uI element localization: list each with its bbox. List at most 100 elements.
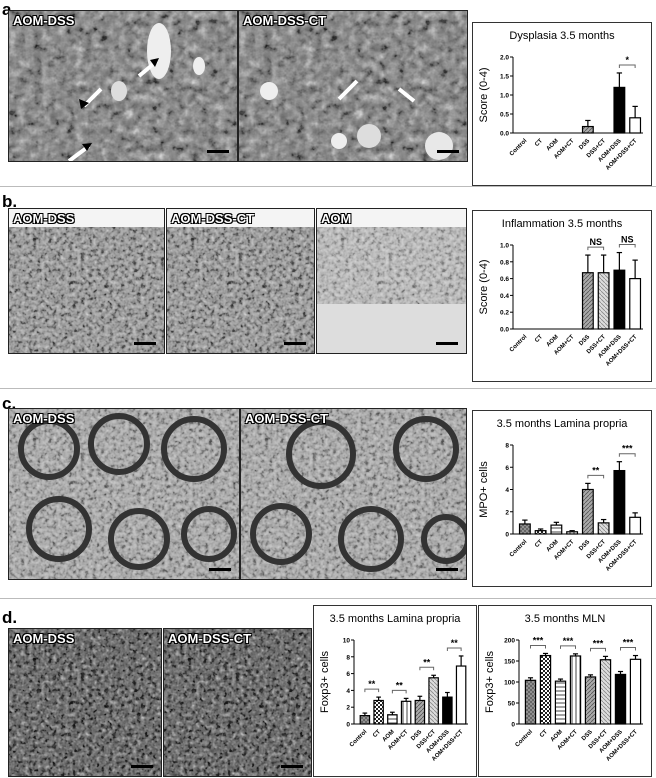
x-tick-label: DSS xyxy=(578,334,591,347)
significance-label: ** xyxy=(451,638,459,648)
y-tick-label: 0 xyxy=(511,722,515,729)
divider xyxy=(0,388,656,389)
bar xyxy=(581,125,594,134)
significance-bracket xyxy=(618,453,636,457)
scale-bar xyxy=(281,765,303,768)
x-tick-label: Control xyxy=(349,729,369,749)
bar xyxy=(629,516,642,535)
bar xyxy=(428,677,439,725)
y-tick-label: 0.2 xyxy=(500,310,509,317)
y-axis-label: Score (0-4) xyxy=(478,67,490,122)
panel-label-b: b. xyxy=(2,192,18,211)
significance-bracket xyxy=(618,64,636,68)
histology-image-a-aom-dss-ct: AOM-DSS-CT xyxy=(238,10,468,162)
y-tick-label: 1.5 xyxy=(500,74,509,81)
bar xyxy=(455,665,467,725)
bar xyxy=(387,714,398,725)
bar xyxy=(373,699,384,725)
divider xyxy=(0,598,656,599)
x-tick-label: CT xyxy=(372,729,382,739)
x-tick-label: Control xyxy=(509,334,529,354)
chart-foxp3-lamina-propria: 3.5 months Lamina propria Foxp3+ cells 0 2 4… xyxy=(313,605,477,777)
histology-image-b-aom: AOM xyxy=(316,208,467,354)
y-tick-label: 100 xyxy=(504,680,515,687)
x-tick-label: DSS xyxy=(578,539,591,552)
y-axis-label: Foxp3+ cells xyxy=(319,650,331,713)
image-label: AOM-DSS xyxy=(13,631,75,646)
panel-label-d: d. xyxy=(2,608,18,627)
x-tick-label: CT xyxy=(534,539,544,549)
bar xyxy=(629,117,642,134)
histology-image-a-aom-dss: AOM-DSS xyxy=(8,10,238,162)
significance-label: ** xyxy=(592,465,600,475)
significance-label: *** xyxy=(533,635,544,645)
x-tick-label: CT xyxy=(534,138,544,148)
y-tick-label: 0 xyxy=(505,532,509,539)
bar xyxy=(569,655,582,725)
scale-bar xyxy=(131,765,153,768)
y-axis-label: MPO+ cells xyxy=(478,461,490,518)
significance-label: *** xyxy=(563,636,574,646)
scale-bar xyxy=(207,150,229,153)
y-tick-label: 0.0 xyxy=(500,131,509,138)
histology-image-d-aom-dss: AOM-DSS xyxy=(8,628,162,777)
y-tick-label: 4 xyxy=(346,688,350,695)
bar xyxy=(613,469,626,535)
significance-bracket xyxy=(560,645,576,649)
y-tick-label: 8 xyxy=(505,443,509,450)
significance-bracket xyxy=(446,647,462,651)
significance-label: *** xyxy=(622,444,633,454)
significance-label: NS xyxy=(589,237,602,247)
bar xyxy=(414,699,426,725)
bar xyxy=(581,488,594,535)
x-tick-label: Control xyxy=(515,729,535,749)
significance-bracket xyxy=(587,474,605,479)
scale-bar xyxy=(437,150,459,153)
bar xyxy=(597,272,610,330)
y-tick-label: 50 xyxy=(508,701,516,708)
y-tick-label: 150 xyxy=(504,659,515,666)
significance-bracket xyxy=(620,647,636,651)
significance-label: ** xyxy=(396,680,404,690)
bar xyxy=(534,530,547,535)
bar xyxy=(584,676,597,725)
y-tick-label: 0.6 xyxy=(500,276,509,283)
scale-bar xyxy=(436,568,458,571)
y-tick-label: 0 xyxy=(346,722,350,729)
y-tick-label: 0.4 xyxy=(500,293,509,300)
x-tick-label: Control xyxy=(509,539,529,559)
bar xyxy=(613,269,626,330)
significance-label: *** xyxy=(593,638,604,648)
bar xyxy=(613,86,626,134)
scale-bar xyxy=(284,342,306,345)
y-tick-label: 4 xyxy=(505,487,509,494)
image-label: AOM-DSS-CT xyxy=(245,411,329,426)
y-tick-label: 0.8 xyxy=(500,259,509,266)
chart-title: 3.5 months MLN xyxy=(525,613,606,625)
x-tick-label: CT xyxy=(534,334,544,344)
image-label: AOM-DSS xyxy=(13,211,75,226)
significance-label: ** xyxy=(368,679,376,689)
y-tick-label: 2 xyxy=(505,509,509,516)
chart-title: Inflammation 3.5 months xyxy=(502,218,623,230)
significance-bracket xyxy=(391,689,407,694)
histology-image-b-aom-dss-ct: AOM-DSS-CT xyxy=(166,208,315,354)
x-tick-label: DSS xyxy=(581,729,594,742)
image-label: AOM-DSS-CT xyxy=(168,631,252,646)
y-tick-label: 1.0 xyxy=(500,93,509,100)
chart-title: 3.5 months Lamina propria xyxy=(330,613,462,625)
bar xyxy=(581,272,594,330)
significance-label: ** xyxy=(423,657,431,667)
y-axis-label: Foxp3+ cells xyxy=(484,650,496,713)
chart-foxp3-mln: 3.5 months MLN Foxp3+ cells 0 50 100 150 200 Co… xyxy=(478,605,652,777)
image-label: AOM-DSS-CT xyxy=(243,13,327,28)
significance-bracket xyxy=(590,647,606,652)
bar xyxy=(566,531,579,535)
chart-title: Dysplasia 3.5 months xyxy=(509,30,615,42)
y-tick-label: 6 xyxy=(505,465,509,472)
bar xyxy=(629,277,642,330)
bar xyxy=(359,714,371,725)
chart-inflammation: Inflammation 3.5 months Score (0-4) 0.0 0.2… xyxy=(472,210,652,382)
x-tick-label: AOM xyxy=(546,138,560,152)
